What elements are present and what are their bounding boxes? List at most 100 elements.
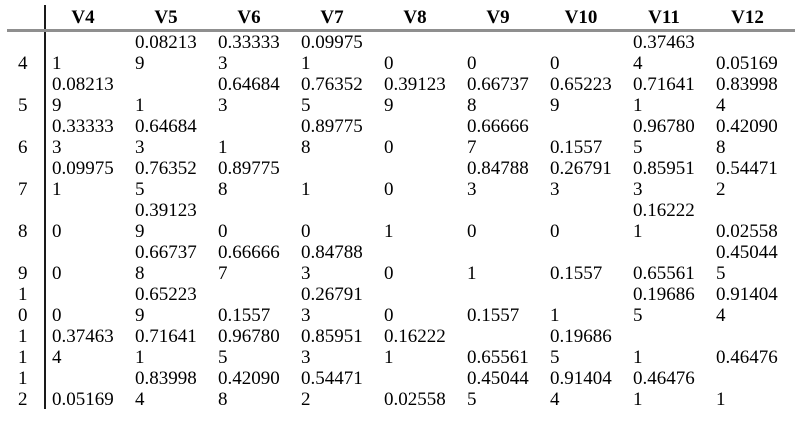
matrix-cell: 0.37463 4 [633, 32, 716, 74]
cell-line: 0.05169 [716, 53, 778, 74]
cell-line [384, 284, 467, 305]
matrix-cell: 0.65223 9 [550, 74, 633, 116]
cell-line: 7 [467, 137, 477, 158]
matrix-cell: 0.96780 5 [218, 326, 301, 368]
matrix-cell: 0.83998 4 [135, 368, 218, 410]
row-label: 6 [0, 116, 52, 158]
table-row-8: 8 0 0.39123 9 0 0 1 0 0 0.16222 1 0.02558 [0, 200, 800, 242]
cell-line: 0.1557 [467, 305, 520, 326]
cell-line: 1 [18, 326, 28, 347]
cell-line [18, 242, 52, 263]
matrix-cell: 0.65223 9 [135, 284, 218, 326]
matrix-cell: 1 [384, 200, 467, 242]
cell-line: 0.39123 [384, 74, 446, 95]
cell-line: 0.08213 [135, 32, 197, 53]
table-row-10: 1 0 0 0.65223 9 0.1557 0.26791 3 0 0.1557 1 0.19686… [0, 284, 800, 326]
matrix-cell: 0.1557 [550, 116, 633, 158]
cell-line: 0.02558 [384, 389, 446, 410]
cell-line: 0.76352 [135, 158, 197, 179]
cell-line: 0.84788 [301, 242, 363, 263]
matrix-cell: 0.65561 [467, 326, 550, 368]
matrix-cell: 0.09975 1 [301, 32, 384, 74]
matrix-cell: 0.85951 3 [633, 158, 716, 200]
matrix-cell: 0.39123 9 [135, 200, 218, 242]
matrix-cell: 0.33333 3 [218, 32, 301, 74]
matrix-cell: 0.02558 [716, 200, 800, 242]
matrix-cell: 0.37463 4 [52, 326, 135, 368]
matrix-cell: 0.45044 5 [716, 242, 800, 284]
cell-line: 1 [633, 347, 643, 368]
cell-line [467, 32, 550, 53]
cell-line: 0.09975 [52, 158, 114, 179]
cell-line [218, 284, 301, 305]
cell-line [633, 326, 716, 347]
matrix-cell: 0.1557 [550, 242, 633, 284]
cell-line: 1 [550, 305, 560, 326]
matrix-cell: 0.05169 [716, 32, 800, 74]
matrix-cell: 0 [467, 200, 550, 242]
cell-line: 1 [301, 179, 311, 200]
matrix-cell: 1 [135, 74, 218, 116]
matrix-cell: 0.76352 5 [135, 158, 218, 200]
cell-line: 5 [467, 389, 477, 410]
cell-line: 0.65223 [550, 74, 612, 95]
cell-line [716, 200, 800, 221]
matrix-cell: 0.64684 3 [218, 74, 301, 116]
row-label: 5 [0, 74, 52, 116]
table-row-7: 7 0.09975 1 0.76352 5 0.89775 8 1 0 0.84788 3 0.267… [0, 158, 800, 200]
cell-line: 1 [52, 179, 62, 200]
cell-line: 5 [633, 305, 643, 326]
column-header-v6: V6 [237, 7, 261, 28]
matrix-cell: 0.1557 [467, 284, 550, 326]
cell-line: 8 [467, 95, 477, 116]
row-label: 4 [0, 32, 52, 74]
cell-line: 1 [135, 95, 145, 116]
cell-line: 0.71641 [135, 326, 197, 347]
cell-line: 0 [384, 179, 394, 200]
cell-line: 3 [633, 179, 643, 200]
cell-line: 0 [550, 221, 560, 242]
column-header-v12: V12 [731, 7, 764, 28]
cell-line [716, 32, 800, 53]
cell-line [135, 74, 218, 95]
table-row-12: 1 2 0.05169 0.83998 4 0.42090 8 0.54471 2 0.02558… [0, 368, 800, 410]
matrix-cell: 0 [301, 200, 384, 242]
matrix-cell: 1 [467, 242, 550, 284]
cell-line: 0.16222 [633, 200, 695, 221]
cell-line: 0.39123 [135, 200, 197, 221]
cell-line: 7 [18, 179, 28, 200]
matrix-cell: 0 [52, 284, 135, 326]
matrix-cell: 1 [633, 326, 716, 368]
cell-line: 0 [550, 53, 560, 74]
matrix-cell: 0.09975 1 [52, 158, 135, 200]
cell-line: 5 [716, 263, 726, 284]
cell-line: 3 [301, 305, 311, 326]
matrix-cell: 0.66737 8 [467, 74, 550, 116]
cell-line: 5 [550, 347, 560, 368]
matrix-cell: 0.19686 5 [633, 284, 716, 326]
cell-line: 0.85951 [633, 158, 695, 179]
cell-line: 1 [716, 389, 726, 410]
cell-line: 0.33333 [218, 32, 280, 53]
cell-line: 0.65561 [633, 263, 695, 284]
cell-line: 1 [52, 53, 62, 74]
matrix-cell: 0.46476 1 [633, 368, 716, 410]
matrix-cell: 0.54471 2 [716, 158, 800, 200]
matrix-cell: 0 [550, 32, 633, 74]
cell-line: 5 [633, 137, 643, 158]
cell-line: 0.84788 [467, 158, 529, 179]
cell-line: 3 [301, 347, 311, 368]
cell-line: 0.89775 [218, 158, 280, 179]
cell-line [467, 326, 550, 347]
matrix-cell: 0.83998 4 [716, 74, 800, 116]
matrix-cell: 0.89775 8 [301, 116, 384, 158]
cell-line [384, 32, 467, 53]
cell-line: 6 [18, 137, 28, 158]
matrix-cell: 0 [384, 284, 467, 326]
cell-line: 0 [52, 305, 62, 326]
cell-line: 0.96780 [218, 326, 280, 347]
cell-line: 0.26791 [550, 158, 612, 179]
table-body: 4 1 0.08213 9 0.33333 3 0.09975 1 0 0 0 0.37463 4 0.0… [0, 32, 800, 410]
cell-line [467, 200, 550, 221]
cell-line: 9 [550, 95, 560, 116]
